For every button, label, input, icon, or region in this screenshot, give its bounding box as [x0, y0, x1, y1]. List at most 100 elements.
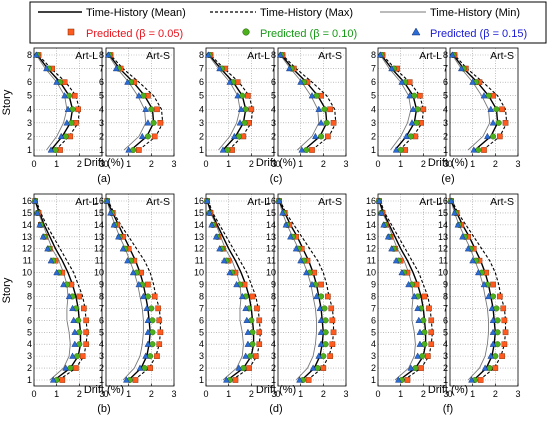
pred005-marker [305, 377, 312, 383]
pred010-marker [321, 106, 328, 113]
pred005-marker [156, 317, 163, 324]
y-tick-label: 10 [194, 268, 204, 278]
pred015-marker [296, 376, 303, 383]
y-tick-label: 11 [195, 256, 204, 266]
pred015-marker [489, 119, 497, 126]
plot-frame [33, 193, 103, 387]
x-tick-label: 0 [447, 159, 452, 169]
y-tick-label: 5 [27, 327, 32, 337]
y-tick-label: 6 [371, 315, 376, 325]
subplot-e-art-s: 0 1 2 3 1 2 3 4 5 6 7 8 Art-S [443, 47, 521, 169]
pred010-marker [495, 119, 502, 126]
series-min-line [451, 54, 491, 151]
panel-caption-b: (b) [97, 403, 110, 415]
y-tick-label: 4 [199, 339, 204, 349]
legend: Time-History (Mean) Time-History (Max) T… [29, 1, 547, 44]
pred005-marker [253, 353, 259, 359]
pred015-marker [129, 268, 137, 276]
x-tick-label: 1 [226, 159, 231, 169]
y-tick-label: 5 [271, 327, 276, 337]
y-tick-label: 12 [266, 244, 276, 254]
y-tick-label: 6 [99, 77, 104, 87]
pred015-marker [223, 376, 230, 383]
pred015-marker [104, 51, 112, 58]
pred015-marker [275, 197, 283, 204]
y-tick-label: 11 [439, 256, 448, 266]
y-tick-label: 11 [267, 256, 276, 266]
y-tick-label: 4 [99, 339, 104, 349]
pred015-marker [317, 119, 325, 126]
pred015-marker [464, 245, 472, 252]
series-mean-line [378, 200, 427, 381]
pred010-marker [144, 133, 151, 140]
pred005-marker [428, 317, 435, 324]
pred010-marker [323, 119, 330, 126]
pred015-marker [136, 364, 144, 371]
y-tick-label: 7 [271, 64, 276, 74]
pred015-marker [481, 364, 489, 371]
pred005-marker [481, 147, 487, 153]
pred010-marker [150, 119, 157, 126]
pred005-marker [320, 365, 327, 371]
pred005-marker [76, 293, 83, 300]
subplot-label: Art-S [318, 196, 342, 208]
pred015-marker [69, 304, 76, 311]
y-tick-label: 1 [443, 375, 448, 385]
x-tick-label: 1 [298, 389, 303, 399]
legend-min-label: Time-History (Min) [430, 7, 520, 19]
y-tick-label: 3 [271, 351, 276, 361]
y-tick-label: 13 [438, 232, 448, 242]
y-tick-label: 11 [367, 256, 376, 266]
x-tick-label: 1 [54, 159, 59, 169]
y-tick-label: 8 [27, 50, 32, 60]
pred015-marker [410, 292, 418, 300]
pred015-marker [285, 64, 293, 72]
pred015-marker [216, 245, 223, 252]
pred015-marker [144, 328, 152, 335]
x-tick-label: 0 [275, 159, 280, 169]
pred015-marker [70, 316, 78, 323]
pred005-marker [417, 92, 423, 99]
series-min-line [206, 200, 244, 381]
y-tick-label: 8 [443, 291, 448, 301]
y-tick-label: 6 [27, 315, 32, 325]
pred015-marker [317, 340, 325, 347]
pred015-marker [416, 340, 424, 347]
pred005-marker [254, 305, 260, 312]
pred005-marker [157, 120, 164, 126]
pred015-marker [226, 78, 234, 85]
subplot-label: Art-S [490, 50, 514, 62]
pred015-marker [243, 316, 251, 323]
pred005-marker [248, 106, 255, 113]
pred015-marker [242, 352, 250, 359]
x-tick-label: 0 [103, 389, 108, 399]
x-tick-label: 1 [470, 389, 475, 399]
y-tick-label: 15 [22, 208, 32, 218]
pred015-marker [302, 268, 310, 276]
y-tick-label: 10 [438, 268, 448, 278]
pred015-marker [276, 51, 284, 58]
x-tick-label: 0 [275, 389, 280, 399]
y-tick-label: 3 [27, 351, 32, 361]
pred005-marker [75, 106, 81, 113]
x-tick-label: 3 [343, 389, 348, 399]
pred005-marker [425, 353, 431, 359]
x-tick-label: 2 [421, 389, 426, 399]
pred015-marker [216, 64, 223, 72]
pred005-marker [500, 305, 507, 312]
legend-box [29, 1, 547, 44]
pred005-marker [246, 365, 252, 371]
series-mean-line [450, 200, 497, 381]
y-tick-label: 12 [22, 244, 32, 254]
pred005-marker [249, 293, 256, 300]
y-tick-label: 5 [271, 91, 276, 101]
pred005-marker [330, 120, 337, 126]
y-tick-label: 4 [271, 339, 276, 349]
y-tick-label: 10 [266, 268, 276, 278]
pred015-marker [138, 132, 146, 140]
series-min-line [278, 200, 317, 381]
pred015-marker [480, 92, 488, 99]
